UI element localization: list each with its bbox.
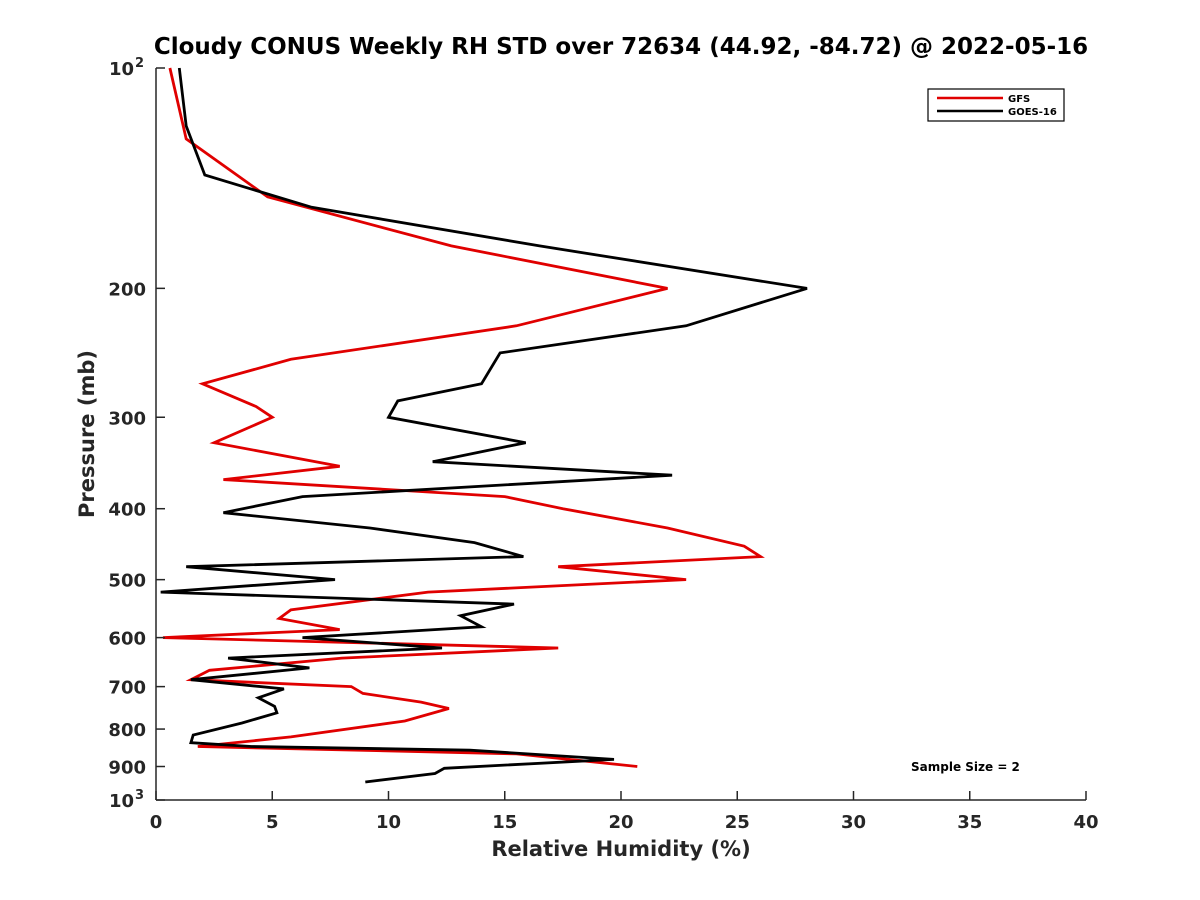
y-tick-label: 10	[109, 791, 134, 812]
x-axis-ticks: 0 5 10 15 20 25 30 35 40	[150, 791, 1099, 833]
x-tick-label: 0	[150, 812, 163, 833]
sample-size-annotation: Sample Size = 2	[911, 760, 1020, 774]
legend-box	[927, 88, 1065, 122]
x-tick-label: 20	[608, 812, 633, 833]
series-line-goes16	[160, 67, 808, 784]
legend: GFS GOES-16	[927, 88, 1065, 122]
x-tick-label: 30	[841, 812, 866, 833]
series-line-gfs	[162, 67, 765, 768]
x-axis-label: Relative Humidity (%)	[491, 837, 750, 861]
y-tick-label: 800	[108, 720, 146, 741]
x-tick-label: 35	[957, 812, 982, 833]
y-axis-label: Pressure (mb)	[75, 350, 99, 518]
chart-title: Cloudy CONUS Weekly RH STD over 72634 (4…	[154, 34, 1088, 60]
y-tick-label: 900	[108, 758, 146, 779]
y-tick-label: 600	[108, 629, 146, 650]
y-tick-exponent: 3	[135, 788, 144, 803]
y-tick-exponent: 2	[135, 56, 144, 71]
x-tick-label: 15	[492, 812, 517, 833]
y-tick-label: 200	[108, 279, 146, 300]
x-tick-label: 10	[376, 812, 401, 833]
series-layer	[160, 67, 808, 784]
plot-area	[156, 68, 1086, 800]
x-tick-label: 5	[266, 812, 279, 833]
y-tick-label: 400	[108, 500, 146, 521]
y-tick-label: 700	[108, 678, 146, 699]
x-tick-label: 25	[725, 812, 750, 833]
x-tick-label: 40	[1073, 812, 1098, 833]
y-tick-label: 500	[108, 571, 146, 592]
legend-label-goes16: GOES-16	[1008, 107, 1057, 118]
y-tick-label: 10	[109, 59, 134, 80]
y-tick-label: 300	[108, 408, 146, 429]
legend-label-gfs: GFS	[1008, 94, 1030, 105]
